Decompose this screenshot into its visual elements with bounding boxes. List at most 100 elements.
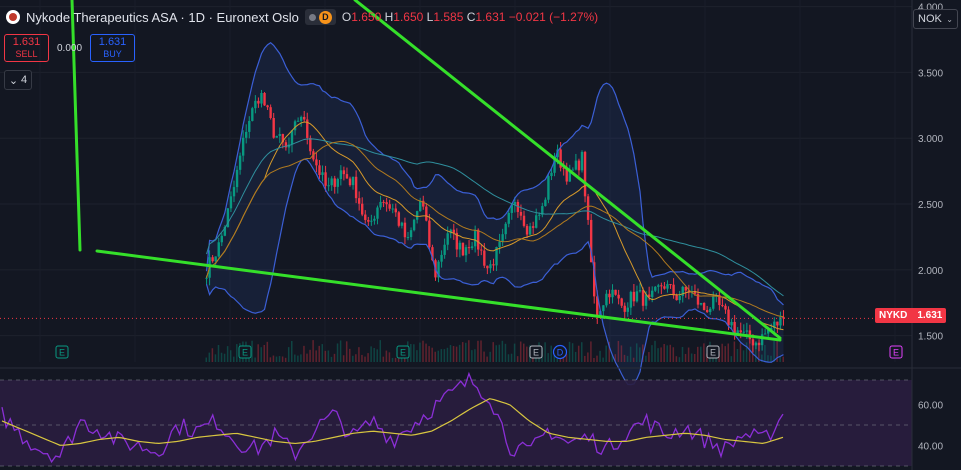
candle-body <box>663 286 666 289</box>
candle-body <box>238 155 242 170</box>
candle-body <box>333 178 336 187</box>
candle-body <box>687 290 691 293</box>
candle-body <box>241 137 245 156</box>
volume-bar <box>635 343 638 362</box>
candle-body <box>486 265 489 269</box>
candle-body <box>611 289 614 298</box>
bollinger-band-fill <box>206 42 784 385</box>
candle-body <box>550 172 553 177</box>
volume-bar <box>269 357 272 362</box>
candle-body <box>705 310 709 313</box>
candle-body <box>751 339 755 346</box>
volume-bar <box>519 341 522 362</box>
candle-body <box>519 211 523 216</box>
candle-body <box>443 244 446 255</box>
candle-body <box>489 264 492 269</box>
volume-bar <box>651 345 653 362</box>
candle-body <box>257 100 260 104</box>
volume-bar <box>361 354 363 362</box>
candle-body <box>415 211 419 220</box>
volume-bar <box>461 342 464 362</box>
candle-body <box>507 212 510 224</box>
volume-bar <box>733 341 736 362</box>
trendlines[interactable] <box>70 0 782 342</box>
event-marker <box>889 345 903 359</box>
event-marker-label: E <box>400 348 406 358</box>
volume-bar <box>458 344 461 362</box>
market-status-badge[interactable]: D <box>304 9 336 25</box>
candle-body <box>562 167 565 169</box>
spread-value: 0.000 <box>57 42 83 54</box>
candles <box>205 89 785 353</box>
symbol-title[interactable]: Nykode Therapeutics ASA · 1D · Euronext … <box>26 9 299 25</box>
candle-body <box>660 285 663 287</box>
sell-button[interactable]: 1.631 SELL <box>4 34 49 62</box>
volume-bar <box>684 353 687 362</box>
rsi-pane: 60.00 40.00 <box>0 367 961 470</box>
candle-body <box>388 204 391 209</box>
volume-bar <box>773 340 775 362</box>
volume-bar <box>275 356 278 362</box>
candle-body <box>214 256 217 262</box>
volume-bar <box>605 345 607 362</box>
volume-bar <box>367 353 369 362</box>
company-logo-icon <box>6 10 20 24</box>
indicators-toggle-button[interactable]: ⌄ 4 <box>4 70 32 90</box>
candle-body <box>437 261 440 278</box>
event-marker <box>238 345 252 359</box>
candle-body <box>577 160 581 171</box>
currency-select[interactable]: NOK ⌄ <box>913 9 958 29</box>
volume-bar <box>318 345 320 362</box>
volume-bar <box>379 340 382 362</box>
candle-body <box>644 294 648 306</box>
candle-body <box>461 242 465 256</box>
volume-bar <box>672 347 675 362</box>
candle-body <box>290 130 294 145</box>
volume-bar <box>260 347 262 362</box>
buy-button[interactable]: 1.631 BUY <box>90 34 136 62</box>
candle-body <box>681 286 684 296</box>
candle-body <box>580 151 584 171</box>
candle-body <box>306 119 309 138</box>
volume-bar <box>263 344 266 362</box>
volume-bar <box>489 351 491 362</box>
volume-bar <box>498 344 501 362</box>
candle-body <box>556 149 559 158</box>
volume-bar <box>422 340 424 362</box>
volume-bar <box>593 357 595 362</box>
volume-bar <box>577 345 580 362</box>
volume-bar <box>233 356 235 362</box>
candle-body <box>696 293 700 305</box>
volume-bar <box>611 354 614 362</box>
volume-bar <box>315 350 317 362</box>
candle-body <box>293 121 297 131</box>
candle-body <box>278 134 281 137</box>
volume-bar <box>440 349 443 362</box>
candle-body <box>730 321 733 326</box>
volume-bar <box>297 355 299 362</box>
candle-body <box>318 165 321 175</box>
candle-body <box>742 331 745 333</box>
volume-bar <box>697 346 699 362</box>
chevron-down-icon: ⌄ <box>8 74 19 87</box>
candle-body <box>565 167 568 182</box>
volume-bar <box>623 354 626 362</box>
candle-body <box>620 298 623 306</box>
candle-body <box>336 178 339 187</box>
volume-bar <box>443 349 446 362</box>
indicators-count: 4 <box>21 74 28 86</box>
candle-body <box>348 178 352 186</box>
rsi-ma-line <box>1 398 784 446</box>
candle-body <box>263 93 266 106</box>
candle-body <box>754 342 758 346</box>
volume-bar <box>758 342 760 362</box>
candle-body <box>779 316 782 326</box>
volume-bar <box>693 353 696 362</box>
trade-panel: 1.631 SELL 0.000 1.631 BUY <box>4 34 136 62</box>
volume-bar <box>370 346 372 362</box>
candle-body <box>528 226 532 235</box>
volume-bar <box>333 353 336 362</box>
candle-body <box>361 203 364 215</box>
